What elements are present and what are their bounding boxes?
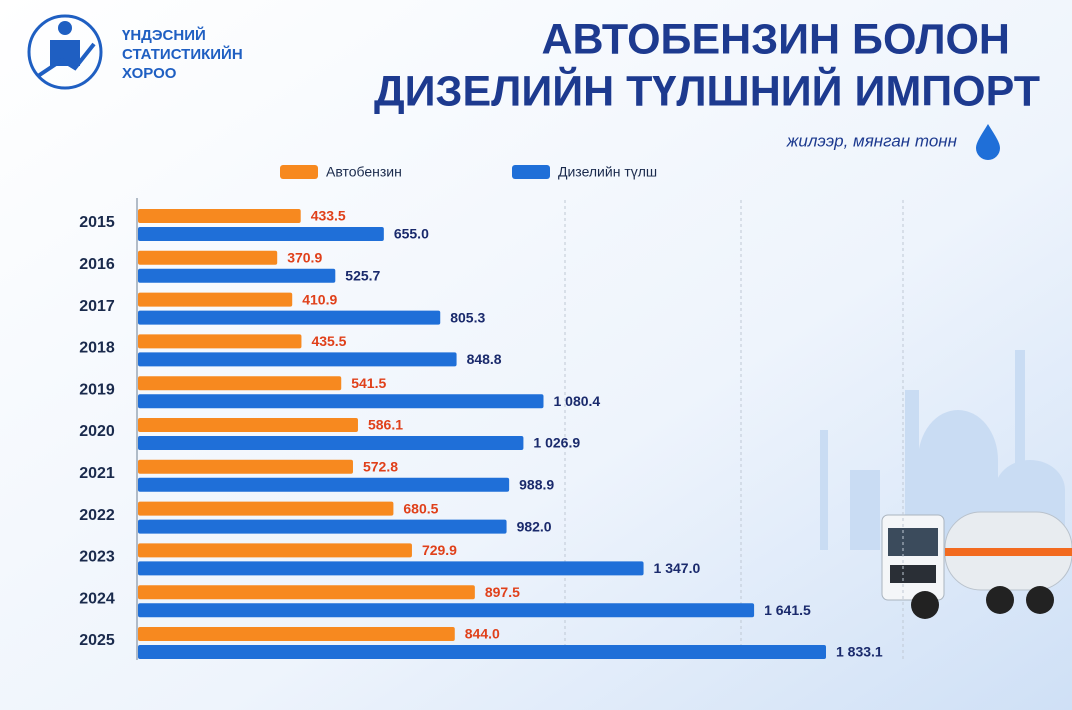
chart-title: АВТОБЕНЗИН БОЛОН (541, 15, 1010, 63)
bar (138, 459, 353, 474)
value-label: 572.8 (363, 459, 398, 475)
bar (138, 436, 524, 450)
value-label: 541.5 (351, 375, 386, 391)
value-label: 435.5 (311, 333, 346, 349)
bar (138, 227, 384, 241)
y-tick-label: 2021 (79, 465, 115, 482)
bar (138, 501, 394, 516)
y-tick-label: 2024 (79, 590, 115, 607)
bar (138, 627, 455, 641)
y-tick-label: 2015 (79, 214, 115, 231)
bar (138, 292, 293, 307)
drop-icon (976, 124, 1000, 160)
y-tick-label: 2017 (79, 298, 115, 315)
bar (138, 250, 278, 265)
value-label: 1 641.5 (764, 602, 811, 618)
value-label: 586.1 (368, 417, 403, 433)
bar (138, 334, 302, 349)
logo (27, 14, 103, 90)
y-tick-label: 2022 (79, 507, 115, 524)
bar (138, 585, 475, 600)
legend-swatch (512, 165, 550, 179)
bar (138, 477, 510, 492)
value-label: 1 347.0 (654, 560, 701, 576)
y-tick-label: 2016 (79, 256, 115, 273)
bar (138, 310, 441, 325)
y-tick-label: 2019 (79, 381, 115, 398)
decor-grid (564, 200, 904, 660)
bar (138, 519, 507, 534)
value-label: 433.5 (311, 208, 346, 224)
value-label: 655.0 (394, 226, 429, 242)
logo-text: ҮНДЭСНИЙ (122, 26, 206, 44)
value-label: 982.0 (517, 518, 552, 534)
bar (138, 561, 644, 576)
legend-label: Автобензин (326, 164, 402, 180)
chart-subtitle: жилээр, мянган тонн (786, 131, 958, 150)
legend-label: Дизелийн түлш (558, 164, 657, 180)
value-label: 1 833.1 (836, 644, 883, 660)
legend-swatch (280, 165, 318, 179)
bar (138, 376, 342, 391)
bar (138, 418, 358, 432)
value-label: 1 080.4 (553, 393, 600, 409)
value-label: 897.5 (485, 584, 520, 600)
value-label: 988.9 (519, 477, 554, 493)
value-label: 805.3 (450, 309, 485, 325)
bar (138, 645, 826, 659)
value-label: 680.5 (403, 500, 438, 516)
value-label: 844.0 (465, 626, 500, 642)
y-tick-label: 2023 (79, 549, 115, 566)
bar (138, 603, 755, 618)
bar (138, 209, 301, 223)
logo-text: СТАТИСТИКИЙН (122, 45, 243, 63)
value-label: 370.9 (287, 250, 322, 266)
chart-title: ДИЗЕЛИЙН ТҮЛШНИЙ ИМПОРТ (374, 66, 1040, 115)
y-tick-label: 2018 (79, 340, 115, 357)
truck-decor (881, 511, 1072, 619)
bar (138, 268, 336, 283)
y-tick-label: 2020 (79, 423, 115, 440)
bar (138, 394, 544, 409)
value-label: 1 026.9 (533, 435, 580, 451)
bar (138, 352, 457, 367)
value-label: 410.9 (302, 291, 337, 307)
value-label: 848.8 (467, 351, 502, 367)
y-tick-label: 2025 (79, 632, 115, 649)
value-label: 525.7 (345, 268, 380, 284)
bar (138, 543, 412, 558)
logo-text: ХОРОО (122, 65, 177, 82)
value-label: 729.9 (422, 542, 457, 558)
